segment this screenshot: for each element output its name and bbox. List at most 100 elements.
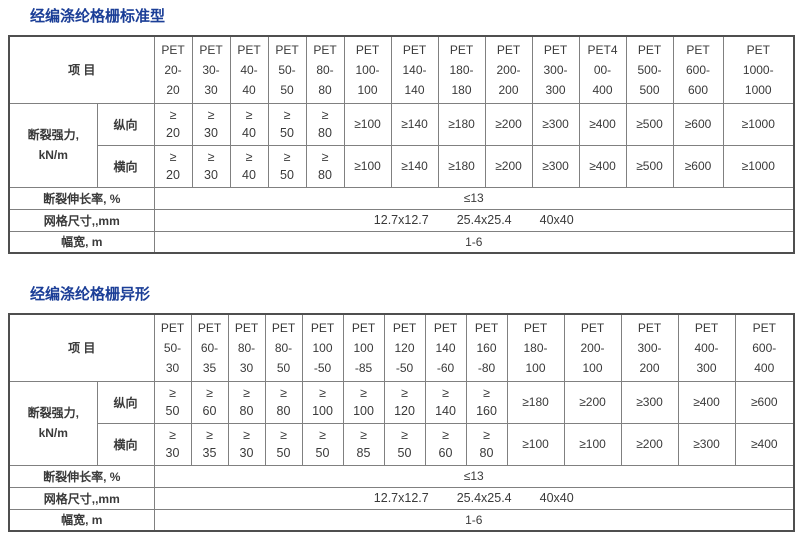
direction-cell: 横向 — [96, 144, 155, 188]
pet-grade-header-cell: PET 200- 200 — [484, 35, 533, 104]
footer-value-cell: ≤13 — [153, 464, 795, 488]
strength-value-cell: ≥30 — [227, 422, 266, 466]
pet-grade-header-cell: PET 100- 100 — [343, 35, 392, 104]
strength-value-cell: ≥50 — [383, 422, 426, 466]
strength-value-cell: ≥30 — [191, 144, 231, 188]
mesh-size-value: 25.4x25.4 — [456, 491, 512, 505]
strength-value-cell: ≥600 — [672, 144, 724, 188]
strength-value-cell: ≥400 — [578, 144, 627, 188]
strength-value-cell: ≥100 — [506, 422, 565, 466]
footer-label-cell: 网格尺寸,,mm — [8, 486, 155, 510]
strength-value-cell: ≥80 — [305, 144, 345, 188]
pet-grade-header-cell: PET 50- 30 — [153, 313, 192, 382]
strength-value-cell: ≥600 — [734, 380, 795, 424]
strength-value-cell: ≥80 — [465, 422, 508, 466]
direction-cell: 纵向 — [96, 102, 155, 146]
strength-value-cell: ≥400 — [677, 380, 736, 424]
strength-value-cell: ≥40 — [229, 144, 269, 188]
strength-value-cell: ≥35 — [190, 422, 229, 466]
strength-value-cell: ≥80 — [227, 380, 266, 424]
strength-value-cell: ≥20 — [153, 102, 193, 146]
strength-value-cell: ≥300 — [531, 102, 580, 146]
footer-label-cell: 网格尺寸,,mm — [8, 208, 155, 232]
strength-value-cell: ≥200 — [620, 422, 679, 466]
table2-title: 经编涤纶格栅异形 — [30, 286, 151, 303]
strength-value-cell: ≥60 — [424, 422, 467, 466]
strength-value-cell: ≥500 — [625, 144, 674, 188]
footer-value-cell: 1-6 — [153, 230, 795, 254]
pet-grade-header-cell: PET4 00- 400 — [578, 35, 627, 104]
direction-cell: 纵向 — [96, 380, 155, 424]
strength-value-cell: ≥50 — [301, 422, 344, 466]
pet-grade-header-cell: PET 120 -50 — [383, 313, 426, 382]
strength-value-cell: ≥400 — [734, 422, 795, 466]
strength-value-cell: ≥300 — [620, 380, 679, 424]
standard-type-spec-table: 项 目 PET 20- 20 PET 30- 30 PET 40- 40 PET 50- 50 PET 80… — [8, 35, 795, 254]
strength-value-cell: ≥500 — [625, 102, 674, 146]
pet-grade-header-cell: PET 140- 140 — [390, 35, 439, 104]
strength-value-cell: ≥300 — [531, 144, 580, 188]
item-header-cell: 项 目 — [8, 35, 155, 104]
pet-grade-header-cell: PET 50- 50 — [267, 35, 307, 104]
pet-grade-header-cell: PET 600- 400 — [734, 313, 795, 382]
pet-grade-header-cell: PET 200- 100 — [563, 313, 622, 382]
strength-label-cell: 断裂强力, kN/m — [8, 380, 98, 466]
pet-grade-header-cell: PET 60- 35 — [190, 313, 229, 382]
strength-value-cell: ≥140 — [390, 102, 439, 146]
footer-label-cell: 幅宽, m — [8, 230, 155, 254]
pet-grade-header-cell: PET 20- 20 — [153, 35, 193, 104]
strength-value-cell: ≥50 — [153, 380, 192, 424]
pet-grade-header-cell: PET 300- 300 — [531, 35, 580, 104]
strength-value-cell: ≥100 — [301, 380, 344, 424]
direction-cell: 横向 — [96, 422, 155, 466]
strength-value-cell: ≥30 — [191, 102, 231, 146]
footer-label-cell: 断裂伸长率, % — [8, 186, 155, 210]
strength-value-cell: ≥100 — [342, 380, 385, 424]
special-shape-spec-table: 项 目 PET 50- 30 PET 60- 35 PET 80- 30 PET 80- 50 PET 10… — [8, 313, 795, 532]
strength-value-cell: ≥300 — [677, 422, 736, 466]
pet-grade-header-cell: PET 1000- 1000 — [722, 35, 795, 104]
pet-grade-header-cell: PET 30- 30 — [191, 35, 231, 104]
strength-value-cell: ≥120 — [383, 380, 426, 424]
strength-value-cell: ≥50 — [267, 102, 307, 146]
strength-value-cell: ≥200 — [563, 380, 622, 424]
strength-value-cell: ≥100 — [343, 144, 392, 188]
strength-value-cell: ≥400 — [578, 102, 627, 146]
pet-grade-header-cell: PET 80- 80 — [305, 35, 345, 104]
strength-value-cell: ≥20 — [153, 144, 193, 188]
strength-value-cell: ≥30 — [153, 422, 192, 466]
strength-value-cell: ≥180 — [437, 144, 486, 188]
item-header-cell: 项 目 — [8, 313, 155, 382]
strength-value-cell: ≥1000 — [722, 102, 795, 146]
strength-value-cell: ≥600 — [672, 102, 724, 146]
footer-value-cell: 1-6 — [153, 508, 795, 532]
pet-grade-header-cell: PET 140 -60 — [424, 313, 467, 382]
strength-label-cell: 断裂强力, kN/m — [8, 102, 98, 188]
mesh-size-value: 12.7x12.7 — [373, 491, 429, 505]
table1-title: 经编涤纶格栅标准型 — [30, 8, 166, 25]
pet-grade-header-cell: PET 160 -80 — [465, 313, 508, 382]
footer-value-cell: ≤13 — [153, 186, 795, 210]
pet-grade-header-cell: PET 600- 600 — [672, 35, 724, 104]
mesh-size-value: 12.7x12.7 — [373, 213, 429, 227]
strength-value-cell: ≥40 — [229, 102, 269, 146]
pet-grade-header-cell: PET 300- 200 — [620, 313, 679, 382]
strength-value-cell: ≥180 — [437, 102, 486, 146]
pet-grade-header-cell: PET 100 -50 — [301, 313, 344, 382]
strength-value-cell: ≥85 — [342, 422, 385, 466]
strength-value-cell: ≥180 — [506, 380, 565, 424]
mesh-size-value-cell: 12.7x12.7 25.4x25.4 40x40 — [153, 486, 795, 510]
mesh-size-value: 40x40 — [539, 213, 574, 227]
pet-grade-header-cell: PET 40- 40 — [229, 35, 269, 104]
mesh-size-value: 40x40 — [539, 491, 574, 505]
mesh-size-value: 25.4x25.4 — [456, 213, 512, 227]
strength-value-cell: ≥140 — [424, 380, 467, 424]
strength-value-cell: ≥60 — [190, 380, 229, 424]
pet-grade-header-cell: PET 100 -85 — [342, 313, 385, 382]
pet-grade-header-cell: PET 400- 300 — [677, 313, 736, 382]
strength-value-cell: ≥100 — [343, 102, 392, 146]
strength-value-cell: ≥50 — [264, 422, 303, 466]
mesh-size-value-cell: 12.7x12.7 25.4x25.4 40x40 — [153, 208, 795, 232]
strength-value-cell: ≥1000 — [722, 144, 795, 188]
